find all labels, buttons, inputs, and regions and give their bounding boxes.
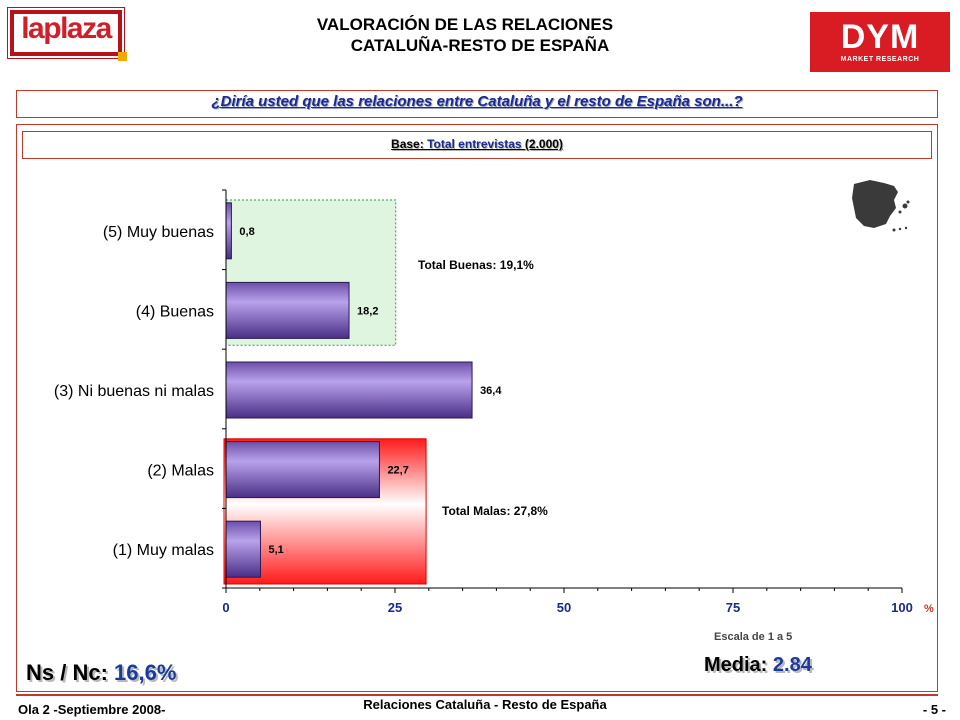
bar (225, 520, 261, 578)
base-box: Base: Total entrevistas (2.000) (22, 131, 932, 159)
x-unit-label: % (924, 603, 934, 615)
data-label: 22,7 (387, 465, 408, 477)
x-tick-label: 75 (726, 600, 740, 615)
question-box: ¿Diría usted que las relaciones entre Ca… (16, 90, 938, 118)
data-label: 18,2 (357, 305, 378, 317)
spain-map-icon (852, 180, 910, 232)
title-line-2: CATALUÑA-RESTO DE ESPAÑA (350, 36, 610, 55)
footer-wave: Ola 2 -Septiembre 2008- (18, 702, 166, 717)
bar (225, 202, 232, 260)
title-line-1: VALORACIÓN DE LAS RELACIONES (316, 15, 614, 34)
laplaza-logo-text: laplaza (21, 12, 112, 45)
category-label: (1) Muy malas (113, 542, 214, 559)
media-label: Media: (704, 654, 768, 676)
bar (225, 281, 350, 339)
x-tick-label: 0 (222, 600, 229, 615)
data-label: 36,4 (480, 385, 502, 397)
category-label: (3) Ni buenas ni malas (54, 383, 214, 400)
footer-divider (16, 694, 938, 696)
media-number: 2.84 (772, 654, 812, 676)
category-label: (2) Malas (147, 463, 214, 480)
category-label: (4) Buenas (136, 303, 214, 320)
dym-logo: DYM MARKET RESEARCH (810, 12, 950, 72)
base-count: (2.000) (524, 137, 563, 151)
data-label: 5,1 (268, 544, 283, 556)
media-value: Media: 2.84 (704, 654, 812, 677)
nsnc-value: Ns / Nc: 16,6% (26, 660, 176, 686)
x-tick-label: 25 (388, 600, 402, 615)
footer-title: Relaciones Cataluña - Resto de España (363, 697, 607, 712)
base-text: Base: Total entrevistas (2.000) (23, 137, 931, 151)
total-buenas-label: Total Buenas: 19,1% (418, 258, 534, 272)
logo-dot (118, 52, 127, 61)
dym-logo-text: DYM (840, 18, 920, 56)
page-number: - 5 - (922, 702, 946, 717)
bar (225, 441, 380, 499)
laplaza-logo: laplaza (7, 7, 127, 61)
data-label: 0,8 (239, 226, 254, 238)
scale-note: Escala de 1 a 5 (714, 631, 793, 643)
x-tick-label: 50 (557, 600, 571, 615)
question-text: ¿Diría usted que las relaciones entre Ca… (211, 93, 743, 110)
category-label: (5) Muy buenas (103, 224, 214, 241)
base-label: Base: (391, 137, 424, 151)
chart-frame (16, 124, 938, 692)
total-malas-label: Total Malas: 27,8% (442, 504, 548, 518)
page-title: VALORACIÓN DE LAS RELACIONES CATALUÑA-RE… (220, 14, 740, 56)
nsnc-label: Ns / Nc: (26, 660, 108, 685)
bar (225, 361, 473, 419)
x-tick-label: 100 (891, 600, 913, 615)
dym-logo-subtext: MARKET RESEARCH (840, 56, 920, 63)
base-description: Total entrevistas (427, 137, 522, 151)
nsnc-number: 16,6% (114, 660, 177, 685)
